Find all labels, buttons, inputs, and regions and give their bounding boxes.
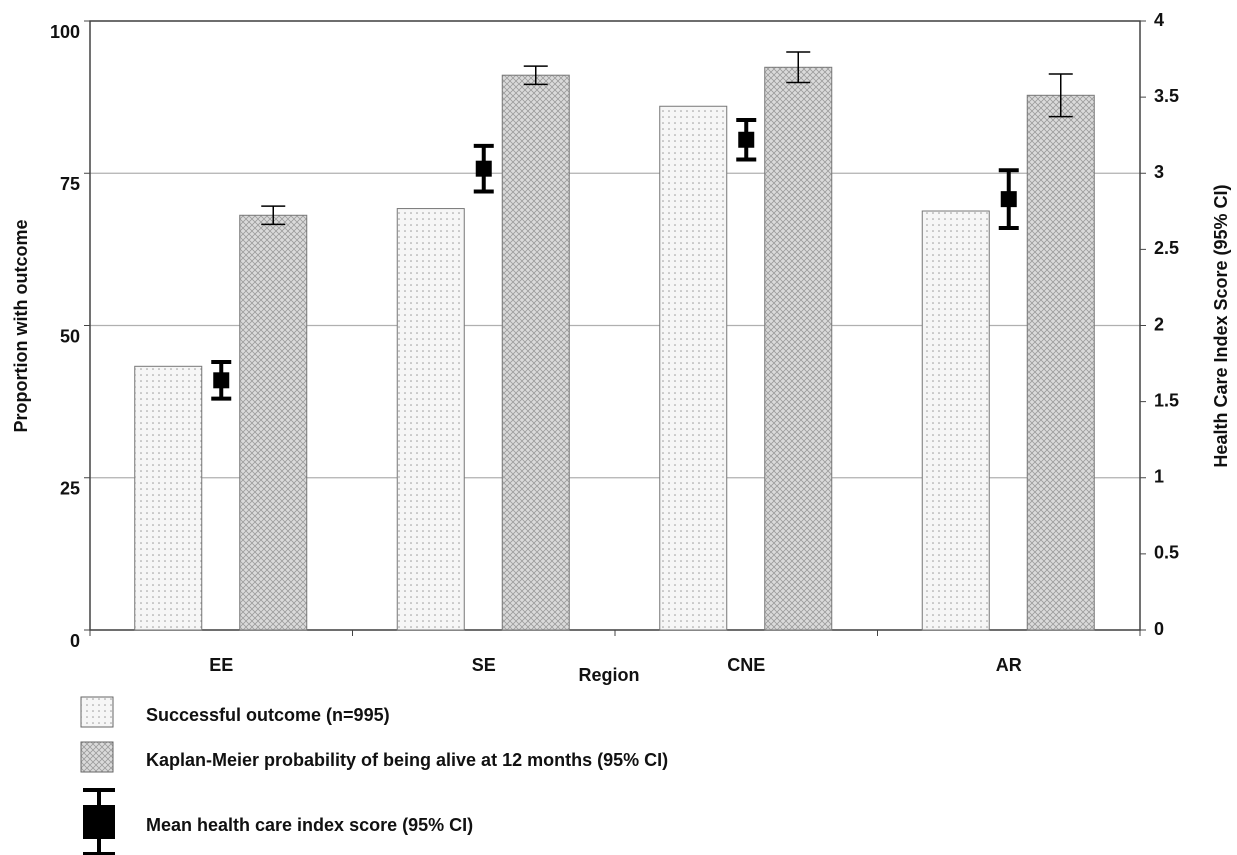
bar: [659, 105, 728, 631]
legend-label: Mean health care index score (95% CI): [146, 815, 473, 835]
legend-label: Kaplan-Meier probability of being alive …: [146, 750, 668, 770]
bar: [239, 214, 308, 631]
point-marker: [738, 131, 755, 148]
y2-tick-label: 2.5: [1154, 238, 1179, 258]
x-tick-label: AR: [996, 655, 1022, 675]
x-axis-title: Region: [579, 665, 640, 685]
y-tick-label: 0: [70, 631, 80, 651]
bar: [396, 208, 465, 631]
y2-tick-label: 3: [1154, 162, 1164, 182]
legend-swatch: [80, 696, 114, 728]
bar: [501, 74, 570, 631]
legend-swatch: [80, 741, 114, 773]
y-tick-label: 100: [50, 22, 80, 42]
x-tick-label: SE: [472, 655, 496, 675]
bar: [1026, 94, 1095, 631]
point-marker: [1000, 191, 1017, 208]
y2-tick-label: 3.5: [1154, 86, 1179, 106]
y-tick-label: 75: [60, 174, 80, 194]
y-axis-title: Proportion with outcome: [11, 220, 31, 433]
x-tick-label: EE: [209, 655, 233, 675]
bar: [764, 66, 833, 631]
error-bar: [261, 205, 286, 226]
y-tick-label: 25: [60, 479, 80, 499]
y2-tick-label: 4: [1154, 10, 1164, 30]
error-bar: [1048, 73, 1073, 118]
y2-tick-label: 1.5: [1154, 390, 1179, 410]
legend-label: Successful outcome (n=995): [146, 705, 390, 725]
point-marker: [475, 160, 492, 177]
y-tick-label: 50: [60, 326, 80, 346]
point-marker: [213, 372, 230, 389]
y2-tick-label: 2: [1154, 314, 1164, 334]
y2-tick-label: 1: [1154, 467, 1164, 487]
y2-tick-label: 0.5: [1154, 543, 1179, 563]
error-bar: [523, 65, 548, 86]
y2-tick-label: 0: [1154, 619, 1164, 639]
y2-axis-title: Health Care Index Score (95% CI): [1211, 184, 1231, 467]
error-bar: [786, 51, 811, 84]
bar: [921, 210, 990, 631]
x-tick-label: CNE: [727, 655, 765, 675]
bar: [134, 365, 203, 631]
legend-swatch: [83, 805, 115, 839]
